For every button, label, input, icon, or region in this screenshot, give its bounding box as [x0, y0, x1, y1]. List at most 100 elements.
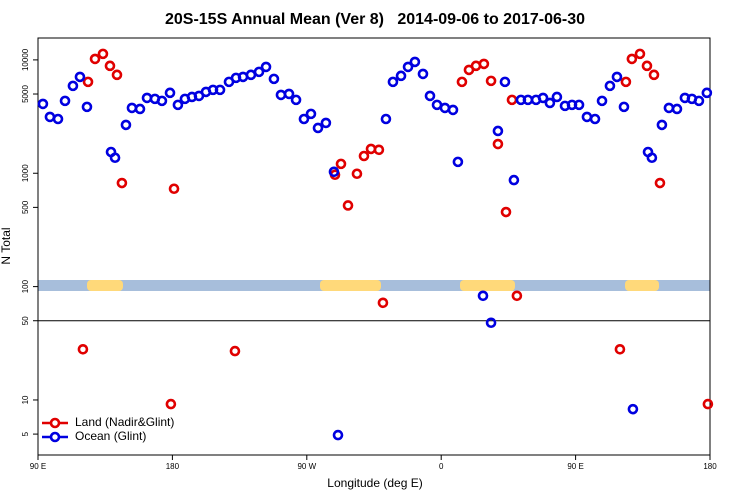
land-strip	[87, 280, 123, 291]
point	[604, 80, 616, 92]
legend-label: Ocean (Glint)	[75, 429, 146, 443]
point	[37, 98, 49, 110]
y-tick-label: 10000	[21, 48, 30, 71]
point	[618, 101, 630, 113]
point	[641, 60, 653, 72]
point	[168, 183, 180, 195]
series	[37, 56, 713, 441]
point	[646, 152, 658, 164]
point	[380, 113, 392, 125]
y-tick-label: 500	[21, 200, 30, 214]
point	[377, 297, 389, 309]
legend-label: Land (Nadir&Glint)	[75, 415, 174, 429]
point	[478, 58, 490, 70]
point	[111, 69, 123, 81]
point	[283, 88, 295, 100]
y-tick-label: 100	[21, 279, 30, 293]
point	[693, 95, 705, 107]
point	[67, 80, 79, 92]
point	[656, 119, 668, 131]
point	[82, 76, 94, 88]
x-tick-label: 90 W	[297, 462, 316, 471]
y-tick-label: 5	[21, 431, 30, 436]
point	[456, 76, 468, 88]
x-tick-label: 0	[439, 462, 444, 471]
point	[134, 103, 146, 115]
point	[409, 56, 421, 68]
point	[614, 343, 626, 355]
series	[77, 48, 714, 410]
point	[424, 90, 436, 102]
point	[485, 75, 497, 87]
point	[701, 87, 713, 99]
point	[312, 122, 324, 134]
point	[654, 177, 666, 189]
point	[77, 343, 89, 355]
point	[59, 95, 71, 107]
point	[508, 174, 520, 186]
x-tick-label: 90 E	[567, 462, 583, 471]
point	[351, 168, 363, 180]
point	[164, 87, 176, 99]
point	[500, 206, 512, 218]
point	[589, 113, 601, 125]
legend-marker	[49, 431, 61, 443]
point	[485, 317, 497, 329]
point	[328, 166, 340, 178]
point	[499, 76, 511, 88]
point	[402, 61, 414, 73]
point	[671, 103, 683, 115]
point	[320, 117, 332, 129]
point	[290, 94, 302, 106]
land-strip	[625, 280, 659, 291]
point	[172, 99, 184, 111]
y-tick-label: 10	[21, 395, 30, 404]
point	[395, 70, 407, 82]
point	[97, 48, 109, 60]
point	[332, 429, 344, 441]
point	[627, 403, 639, 415]
point	[305, 108, 317, 120]
point	[165, 398, 177, 410]
surface-strip	[38, 280, 710, 291]
point	[229, 345, 241, 357]
point	[81, 101, 93, 113]
point	[342, 200, 354, 211]
point	[358, 150, 370, 162]
point	[611, 71, 623, 83]
x-tick-label: 90 E	[30, 462, 46, 471]
x-axis-label: Longitude (deg E)	[327, 476, 422, 490]
point	[116, 177, 128, 189]
point	[156, 95, 168, 107]
point	[702, 398, 714, 410]
point	[492, 125, 504, 137]
point	[452, 156, 464, 168]
point	[537, 92, 549, 104]
land-strip	[320, 280, 381, 291]
legend-marker	[49, 417, 61, 429]
point	[253, 66, 265, 78]
point	[74, 71, 86, 83]
land-strip	[460, 280, 515, 291]
point	[417, 68, 429, 80]
point	[335, 158, 347, 170]
point	[373, 144, 385, 156]
point	[387, 76, 399, 88]
point	[620, 76, 632, 88]
point	[298, 113, 310, 125]
point	[109, 152, 121, 164]
x-tick-label: 180	[703, 462, 717, 471]
y-tick-label: 50	[21, 316, 30, 325]
point	[596, 95, 608, 107]
point	[511, 290, 523, 302]
y-tick-label: 5000	[21, 85, 30, 103]
point	[477, 290, 489, 302]
x-tick-label: 180	[166, 462, 180, 471]
y-axis-label: N Total	[0, 227, 13, 264]
point	[492, 138, 504, 150]
point	[104, 60, 116, 72]
y-tick-label: 1000	[21, 164, 30, 182]
point	[268, 73, 280, 85]
